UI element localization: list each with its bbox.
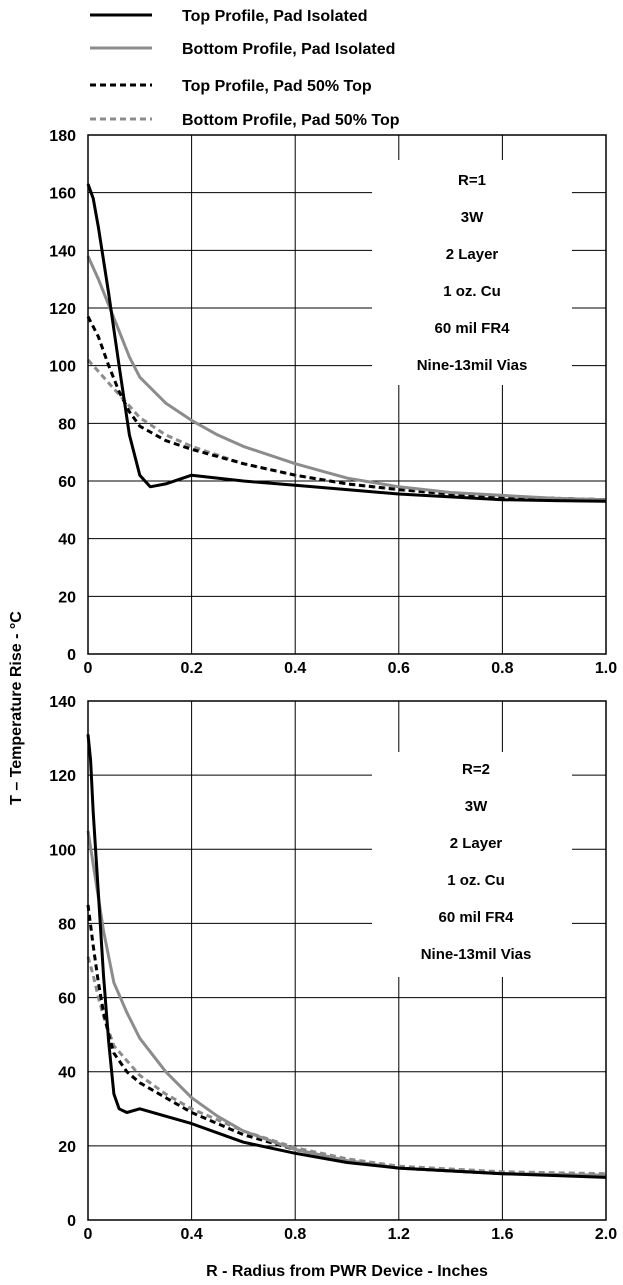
- x-tick-label: 0: [84, 1226, 93, 1243]
- ticks-bottom: 0 0.4 0.8 1.2 1.6 2.0 0 20 40 60 80 100 120 140: [49, 694, 617, 1243]
- series-line-4: [86, 956, 607, 1176]
- legend-entry-bottom-isolated: Bottom Profile, Pad Isolated: [90, 41, 395, 58]
- annotation-line-6: Nine-13mil Vias: [417, 357, 528, 374]
- y-tick-label: 100: [49, 842, 76, 859]
- chart-panel-top: R=1 3W 2 Layer 1 oz. Cu 60 mil FR4 Nine-…: [49, 128, 617, 677]
- x-tick-label: 0.4: [284, 660, 306, 677]
- y-tick-label: 140: [49, 243, 76, 260]
- x-tick-label: 0.8: [284, 1226, 306, 1243]
- annotation-line-1: R=2: [462, 761, 490, 778]
- series-line-2: [86, 255, 607, 502]
- x-tick-label: 1.2: [388, 1226, 410, 1243]
- y-tick-label: 120: [49, 768, 76, 785]
- legend-label-top-50: Top Profile, Pad 50% Top: [182, 78, 372, 95]
- x-tick-label: 0: [84, 660, 93, 677]
- annotation-line-2: 3W: [461, 209, 484, 226]
- y-tick-label: 40: [58, 532, 76, 549]
- x-tick-label: 0.8: [491, 660, 513, 677]
- x-axis-title: R - Radius from PWR Device - Inches: [206, 1263, 488, 1280]
- x-tick-label: 0.6: [388, 660, 410, 677]
- y-tick-label: 180: [49, 128, 76, 145]
- annotation-line-1: R=1: [458, 172, 486, 189]
- y-tick-label: 160: [49, 186, 76, 203]
- y-tick-label: 20: [58, 589, 76, 606]
- annotation-background-bottom: [372, 752, 572, 977]
- legend-label-top-isolated: Top Profile, Pad Isolated: [182, 8, 368, 25]
- y-axis-title: T – Temperature Rise - °C: [8, 611, 25, 805]
- annotation-line-4: 1 oz. Cu: [443, 283, 501, 300]
- series-line-3: [86, 315, 607, 502]
- chart-panel-bottom: R=2 3W 2 Layer 1 oz. Cu 60 mil FR4 Nine-…: [49, 694, 617, 1243]
- x-tick-label: 0.2: [180, 660, 202, 677]
- annotation-line-5: 60 mil FR4: [438, 909, 514, 926]
- y-tick-label: 0: [67, 1213, 76, 1230]
- y-tick-label: 80: [58, 416, 76, 433]
- plot-frame-top: [87, 134, 607, 655]
- series-line-1: [86, 183, 607, 503]
- y-tick-label: 120: [49, 301, 76, 318]
- ticks-top: 0 0.2 0.4 0.6 0.8 1.0 0 20 40 60 80 100 120 140 160 180: [49, 128, 617, 677]
- x-tick-label: 1.6: [491, 1226, 513, 1243]
- series-line-1: [86, 734, 607, 1179]
- x-tick-label: 0.4: [180, 1226, 202, 1243]
- annotation-line-3: 2 Layer: [450, 835, 503, 852]
- legend-entry-top-50: Top Profile, Pad 50% Top: [90, 78, 372, 95]
- annotation-line-5: 60 mil FR4: [434, 320, 510, 337]
- legend-entry-top-isolated: Top Profile, Pad Isolated: [90, 8, 368, 25]
- annotation-bottom: R=2 3W 2 Layer 1 oz. Cu 60 mil FR4 Nine-…: [372, 752, 572, 977]
- legend-label-bottom-50: Bottom Profile, Pad 50% Top: [182, 112, 400, 129]
- y-tick-label: 0: [67, 647, 76, 664]
- y-tick-label: 60: [58, 991, 76, 1008]
- annotation-line-6: Nine-13mil Vias: [421, 946, 532, 963]
- series-bottom: [86, 734, 607, 1179]
- annotation-background-top: [372, 160, 572, 385]
- x-tick-label: 2.0: [595, 1226, 617, 1243]
- x-tick-label: 1.0: [595, 660, 617, 677]
- y-tick-label: 20: [58, 1139, 76, 1156]
- legend-entry-bottom-50: Bottom Profile, Pad 50% Top: [90, 112, 400, 129]
- legend: Top Profile, Pad Isolated Bottom Profile…: [90, 8, 400, 129]
- y-tick-label: 140: [49, 694, 76, 711]
- annotation-line-3: 2 Layer: [446, 246, 499, 263]
- series-top: [86, 183, 607, 503]
- annotation-line-2: 3W: [465, 798, 488, 815]
- y-tick-label: 40: [58, 1065, 76, 1082]
- plot-frame-bottom: [87, 700, 607, 1221]
- y-tick-label: 100: [49, 359, 76, 376]
- legend-label-bottom-isolated: Bottom Profile, Pad Isolated: [182, 41, 395, 58]
- annotation-line-4: 1 oz. Cu: [447, 872, 505, 889]
- y-tick-label: 80: [58, 916, 76, 933]
- annotation-top: R=1 3W 2 Layer 1 oz. Cu 60 mil FR4 Nine-…: [372, 160, 572, 385]
- y-tick-label: 60: [58, 474, 76, 491]
